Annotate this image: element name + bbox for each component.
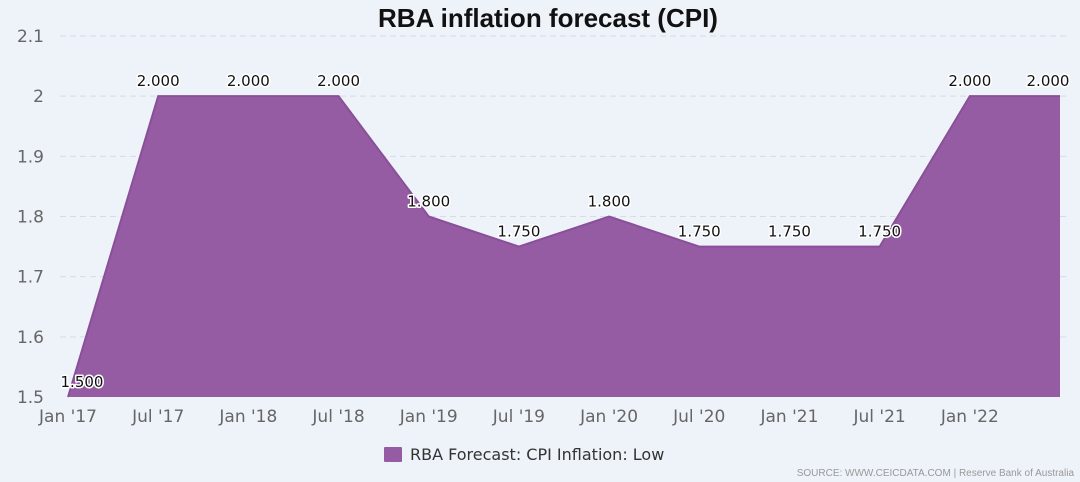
- x-tick-label: Jan '21: [759, 407, 818, 427]
- x-axis: Jan '17 Jul '17 Jan '18 Jul '18 Jan '19 Jul '…: [38, 407, 999, 427]
- y-axis: 1.5 1.6 1.7 1.8 1.9 2 2.1: [17, 27, 44, 408]
- legend-label: RBA Forecast: CPI Inflation: Low: [410, 445, 664, 464]
- data-label: 1.800: [407, 193, 450, 211]
- x-tick-label: Jul '20: [672, 407, 725, 427]
- y-tick-label: 2: [33, 87, 44, 107]
- area-series: [67, 95, 1060, 398]
- y-tick-label: 2.1: [17, 27, 44, 47]
- x-tick-label: Jan '18: [218, 407, 277, 427]
- data-label: 2.000: [137, 72, 180, 90]
- chart-title: RBA inflation forecast (CPI): [378, 3, 718, 33]
- data-label: 1.800: [588, 193, 631, 211]
- y-tick-label: 1.7: [17, 268, 44, 288]
- data-label: 1.750: [497, 223, 540, 241]
- data-label: 2.000: [1027, 72, 1070, 90]
- x-tick-label: Jan '19: [399, 407, 458, 427]
- legend-swatch: [384, 447, 402, 462]
- legend[interactable]: RBA Forecast: CPI Inflation: Low: [384, 445, 664, 464]
- x-tick-label: Jul '18: [311, 407, 364, 427]
- y-tick-label: 1.9: [17, 147, 44, 167]
- x-tick-label: Jan '17: [38, 407, 97, 427]
- data-label: 1.750: [858, 223, 901, 241]
- data-label: 2.000: [948, 72, 991, 90]
- x-tick-label: Jul '17: [131, 407, 184, 427]
- data-labels: 1.500 2.000 2.000 2.000 1.800 1.750 1.800 1.750…: [59, 71, 1071, 393]
- x-tick-label: Jul '19: [492, 407, 545, 427]
- data-label: 1.750: [768, 223, 811, 241]
- y-tick-label: 1.6: [17, 328, 44, 348]
- data-label: 1.500: [61, 373, 104, 391]
- area-fill: [68, 96, 1060, 398]
- data-label: 1.750: [678, 223, 721, 241]
- source-note: SOURCE: WWW.CEICDATA.COM | Reserve Bank …: [797, 468, 1075, 479]
- data-label: 2.000: [317, 72, 360, 90]
- data-label: 2.000: [227, 72, 270, 90]
- y-tick-label: 1.5: [17, 388, 44, 408]
- x-tick-label: Jan '20: [579, 407, 638, 427]
- area-line: [67, 95, 1060, 398]
- x-tick-label: Jan '22: [940, 407, 999, 427]
- y-tick-label: 1.8: [17, 208, 44, 228]
- x-tick-label: Jul '21: [853, 407, 906, 427]
